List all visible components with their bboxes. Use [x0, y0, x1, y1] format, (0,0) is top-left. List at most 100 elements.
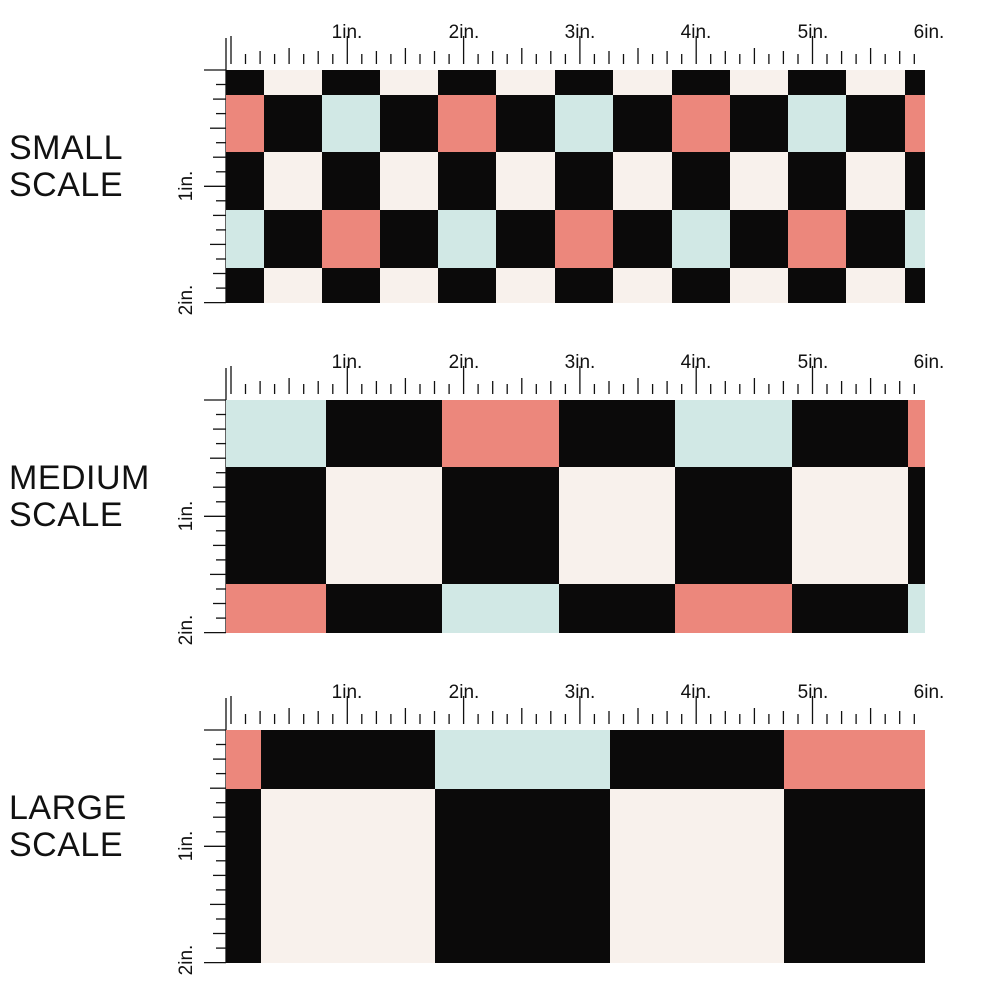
checker-square — [792, 467, 908, 584]
checker-square — [675, 584, 792, 633]
checker-square — [264, 268, 322, 303]
small-scale-label: SMALL SCALE — [9, 130, 123, 203]
large-scale-label: LARGE SCALE — [9, 790, 127, 863]
checker-square — [438, 210, 496, 268]
side-ruler-label-1in: 1in. — [176, 501, 197, 532]
checker-square — [380, 210, 438, 268]
checker-square — [322, 268, 380, 303]
checker-square — [326, 467, 442, 584]
top-ruler-label-2in: 2in. — [449, 352, 480, 373]
checker-square — [559, 467, 675, 584]
checker-square — [442, 400, 559, 467]
checker-square — [264, 70, 322, 95]
checker-square — [438, 152, 496, 210]
checker-square — [226, 467, 326, 584]
top-ruler-label-4in: 4in. — [681, 22, 712, 43]
scale-label-line2: SCALE — [9, 495, 123, 534]
checker-square — [675, 467, 792, 584]
large-scale-panel: LARGE SCALE 1in. 2in. 3in. 4in. 5in. 6in… — [0, 660, 1000, 990]
top-ruler-label-1in: 1in. — [332, 22, 363, 43]
checker-square — [905, 95, 925, 152]
top-ruler-label-1in: 1in. — [332, 352, 363, 373]
checker-square — [788, 95, 846, 152]
checker-square — [730, 210, 788, 268]
scale-label-line1: LARGE — [9, 789, 127, 827]
checker-square — [226, 789, 261, 963]
checker-square — [435, 789, 610, 963]
checker-square — [326, 584, 442, 633]
top-ruler-label-3in: 3in. — [565, 22, 596, 43]
checker-square — [226, 70, 264, 95]
checker-square — [610, 789, 784, 963]
top-ruler-label-3in: 3in. — [565, 682, 596, 703]
checker-square — [613, 152, 672, 210]
top-ruler-label-5in: 5in. — [798, 352, 829, 373]
checker-square — [905, 152, 925, 210]
checker-square — [788, 70, 846, 95]
checker-square — [672, 210, 730, 268]
checker-square — [438, 70, 496, 95]
checker-square — [322, 210, 380, 268]
checker-square — [380, 70, 438, 95]
small-checker-pattern — [226, 70, 925, 303]
checker-square — [908, 584, 925, 633]
checker-square — [264, 95, 322, 152]
checker-square — [322, 95, 380, 152]
checker-square — [226, 210, 264, 268]
checker-square — [226, 584, 326, 633]
medium-ruler: 1in. 2in. 3in. 4in. 5in. 6in. 1in. 2in. — [176, 352, 944, 646]
checker-square — [496, 95, 555, 152]
checker-square — [613, 210, 672, 268]
checker-square — [261, 730, 435, 789]
checker-square — [672, 95, 730, 152]
scale-label-line1: SMALL — [9, 129, 123, 167]
side-ruler-label-2in: 2in. — [176, 945, 197, 976]
checker-square — [559, 400, 675, 467]
checker-square — [613, 70, 672, 95]
checker-square — [672, 70, 730, 95]
side-ruler-label-1in: 1in. — [176, 831, 197, 862]
small-scale-panel: SMALL SCALE 1in. 2in. 3in. 4in. 5in. 6in… — [0, 0, 1000, 330]
top-ruler-label-2in: 2in. — [449, 682, 480, 703]
checker-square — [380, 268, 438, 303]
checker-square — [730, 268, 788, 303]
checker-square — [730, 152, 788, 210]
checker-square — [672, 152, 730, 210]
side-ruler-label-2in: 2in. — [176, 615, 197, 646]
checker-square — [226, 152, 264, 210]
checker-square — [784, 730, 925, 789]
checker-square — [322, 152, 380, 210]
top-ruler-label-1in: 1in. — [332, 682, 363, 703]
side-ruler-label-2in: 2in. — [176, 285, 197, 316]
top-ruler-label-6in: 6in. — [914, 22, 945, 43]
checker-square — [322, 70, 380, 95]
checker-square — [792, 584, 908, 633]
checker-square — [555, 95, 613, 152]
checker-square — [496, 210, 555, 268]
scale-label-line1: MEDIUM — [9, 459, 150, 497]
top-ruler-label-2in: 2in. — [449, 22, 480, 43]
checker-square — [784, 789, 925, 963]
checker-square — [908, 467, 925, 584]
scale-label-line2: SCALE — [9, 825, 123, 864]
checker-square — [905, 210, 925, 268]
checker-square — [788, 152, 846, 210]
top-ruler-label-4in: 4in. — [681, 682, 712, 703]
checker-square — [226, 730, 261, 789]
scale-label-line2: SCALE — [9, 165, 123, 204]
checker-square — [496, 70, 555, 95]
checker-square — [496, 268, 555, 303]
checker-square — [730, 70, 788, 95]
checker-square — [496, 152, 555, 210]
medium-scale-label: MEDIUM SCALE — [9, 460, 150, 533]
checker-square — [846, 268, 905, 303]
checker-square — [380, 95, 438, 152]
top-ruler-label-4in: 4in. — [681, 352, 712, 373]
checker-square — [264, 152, 322, 210]
checker-square — [555, 210, 613, 268]
checker-square — [559, 584, 675, 633]
checker-square — [226, 268, 264, 303]
top-ruler-label-6in: 6in. — [914, 682, 945, 703]
checker-square — [908, 400, 925, 467]
checker-square — [380, 152, 438, 210]
